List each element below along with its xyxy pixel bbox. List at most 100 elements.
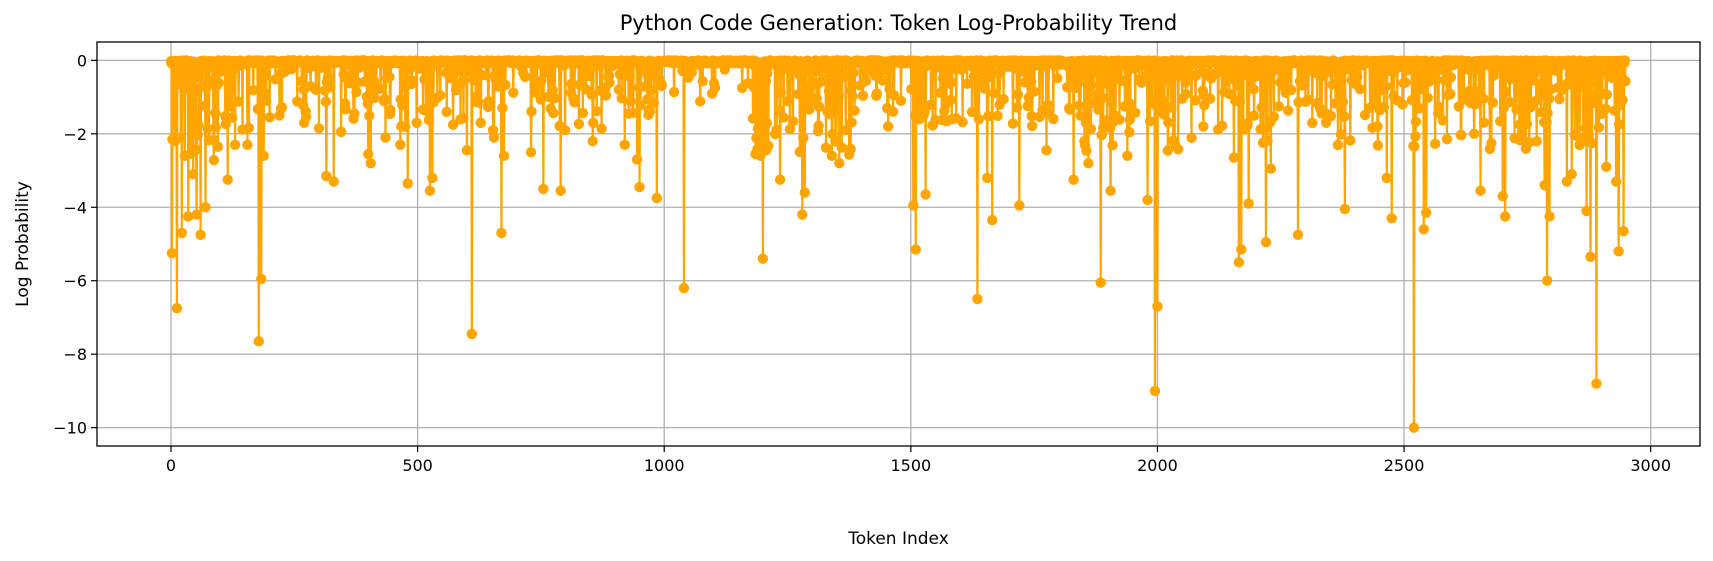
data-point [591, 105, 602, 117]
data-point [349, 108, 360, 119]
y-tick-label: −8 [63, 345, 87, 364]
data-point [1182, 73, 1194, 84]
data-point [983, 111, 994, 122]
data-point [1380, 81, 1392, 92]
data-point [849, 105, 860, 116]
data-point [328, 176, 339, 187]
data-point [829, 107, 840, 118]
data-point [644, 106, 656, 117]
data-point [411, 117, 422, 128]
data-point [775, 87, 786, 98]
data-point [1307, 117, 1318, 129]
data-point [1617, 95, 1628, 106]
data-point [915, 82, 927, 93]
data-point [1280, 71, 1292, 82]
data-point [243, 122, 255, 134]
data-point [762, 68, 773, 79]
y-tick-label: −6 [63, 272, 87, 291]
data-point [364, 110, 375, 121]
data-point [613, 84, 625, 95]
data-point [798, 132, 809, 144]
chart-title: Python Code Generation: Token Log-Probab… [620, 11, 1177, 35]
data-point [566, 78, 577, 90]
data-point [300, 111, 312, 123]
data-point [1130, 107, 1141, 118]
data-point [1216, 120, 1228, 131]
data-point [335, 126, 347, 138]
data-point [1585, 251, 1596, 263]
data-point [248, 84, 259, 96]
data-point [1332, 139, 1344, 151]
data-point [1142, 194, 1153, 206]
data-point [771, 124, 782, 136]
data-point [1497, 191, 1508, 202]
data-point [1352, 71, 1363, 83]
data-point [325, 82, 336, 93]
data-point [1158, 98, 1169, 109]
data-point [258, 150, 269, 162]
data-point [1159, 109, 1170, 120]
data-point [369, 92, 380, 104]
data-point [296, 75, 307, 87]
data-point [787, 116, 799, 127]
data-point [635, 100, 646, 111]
data-point [915, 93, 926, 104]
data-point [212, 141, 224, 152]
data-point [519, 71, 531, 83]
data-point [555, 185, 566, 196]
data-point [998, 94, 1009, 105]
data-point [1262, 135, 1273, 147]
data-point [1433, 101, 1444, 113]
data-point [1488, 70, 1500, 81]
data-point [497, 102, 508, 114]
data-point [624, 71, 635, 82]
data-point [1618, 225, 1629, 237]
data-point [847, 91, 858, 102]
data-point [1421, 207, 1432, 218]
data-point [1041, 145, 1052, 156]
data-point [1581, 205, 1592, 217]
data-point [583, 70, 594, 82]
data-point [1334, 85, 1345, 97]
data-point [813, 101, 825, 112]
data-point [1431, 74, 1442, 86]
data-point [260, 69, 271, 81]
data-point [1504, 96, 1515, 108]
data-point [1606, 72, 1617, 84]
data-point [483, 96, 494, 107]
data-point [651, 192, 663, 204]
data-point [1180, 88, 1192, 100]
data-point [226, 112, 238, 123]
data-point [1048, 113, 1059, 125]
data-point [252, 103, 263, 115]
data-point [882, 121, 894, 132]
data-point [1416, 83, 1428, 95]
data-point [1097, 92, 1108, 104]
data-point [796, 70, 808, 81]
data-point [1073, 100, 1085, 111]
data-point [627, 107, 639, 119]
data-point [1372, 121, 1383, 132]
data-point [1516, 126, 1528, 138]
data-point [1163, 117, 1174, 128]
data-point [1107, 140, 1118, 151]
data-point [793, 88, 804, 100]
data-point [1025, 76, 1037, 87]
data-point [365, 158, 376, 169]
data-point [192, 129, 203, 141]
data-point [385, 104, 396, 116]
data-point [259, 87, 270, 98]
data-point [1600, 103, 1611, 115]
x-axis-label: Token Index [847, 529, 949, 549]
data-point [1487, 97, 1499, 108]
data-point [457, 76, 468, 87]
data-point [648, 97, 660, 108]
data-point [1408, 422, 1420, 433]
y-axis-label: Log Probability [13, 181, 33, 307]
data-point [1233, 257, 1245, 268]
data-point [1124, 114, 1136, 125]
data-point [321, 170, 332, 182]
data-point [1105, 96, 1117, 107]
data-point [1121, 74, 1132, 86]
